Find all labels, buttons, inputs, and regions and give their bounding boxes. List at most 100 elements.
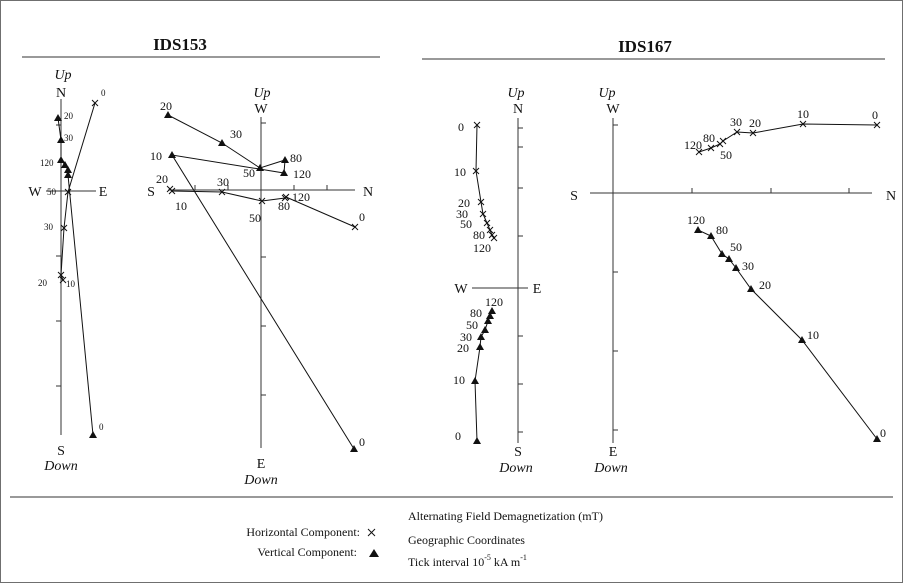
horizontal-point bbox=[716, 140, 724, 148]
tick-prefix: Tick interval 10 bbox=[408, 555, 484, 569]
vertical-point bbox=[57, 136, 65, 143]
panel-title-ids153: IDS153 bbox=[153, 35, 207, 54]
axis-label-north: N bbox=[363, 185, 373, 200]
step-label: 50 bbox=[243, 166, 255, 180]
vertical-point bbox=[707, 232, 715, 239]
step-label: 120 bbox=[293, 167, 311, 181]
axis-label-south: S bbox=[147, 185, 155, 200]
step-label: 80 bbox=[470, 306, 482, 320]
step-label: 30 bbox=[44, 222, 54, 232]
vertical-component-path bbox=[697, 229, 878, 440]
vertical-point bbox=[873, 435, 881, 442]
axis-label-south: S bbox=[57, 444, 65, 459]
axis-label-west: W bbox=[28, 185, 42, 200]
vertical-point bbox=[218, 139, 226, 146]
horizontal-point bbox=[60, 224, 68, 232]
horizontal-point bbox=[282, 193, 290, 201]
horizontal-point bbox=[733, 128, 741, 136]
horizontal-point bbox=[695, 148, 703, 156]
horizontal-point bbox=[749, 129, 757, 137]
step-label: 20 bbox=[38, 278, 48, 288]
step-label: 120 bbox=[292, 190, 310, 204]
step-label: 120 bbox=[687, 213, 705, 227]
horizontal-point bbox=[483, 219, 491, 227]
axis-label-north: N bbox=[886, 189, 896, 204]
vertical-point bbox=[89, 431, 97, 438]
step-label: 30 bbox=[230, 127, 242, 141]
step-label: 50 bbox=[249, 211, 261, 225]
triangle-marker-icon bbox=[369, 549, 379, 557]
axis-label-down: Down bbox=[243, 473, 277, 488]
axis-label-up: Up bbox=[598, 86, 615, 101]
vertical-point bbox=[694, 226, 702, 233]
panel-title-ids167: IDS167 bbox=[618, 37, 672, 56]
step-label: 50 bbox=[466, 318, 478, 332]
vertical-point bbox=[476, 343, 484, 350]
vertical-point bbox=[64, 166, 72, 173]
horizontal-component-path bbox=[698, 123, 878, 153]
step-label: 10 bbox=[807, 328, 819, 342]
step-label: 20 bbox=[156, 172, 168, 186]
plot-ids153-ns-data: 0 20 30 120 50 30 20 10 0 bbox=[38, 88, 106, 438]
horizontal-point bbox=[57, 271, 65, 279]
horizontal-point bbox=[218, 188, 226, 196]
vertical-point bbox=[798, 336, 806, 343]
horizontal-point bbox=[477, 198, 485, 206]
axis-label-west: W bbox=[454, 282, 468, 297]
step-label: 0 bbox=[872, 108, 878, 122]
step-label: 120 bbox=[684, 138, 702, 152]
step-label: 80 bbox=[290, 151, 302, 165]
step-label: 80 bbox=[716, 223, 728, 237]
step-label: 20 bbox=[749, 116, 761, 130]
step-label: 10 bbox=[150, 149, 162, 163]
axis-label-up: Up bbox=[253, 86, 270, 101]
step-label: 30 bbox=[64, 133, 74, 143]
vertical-point bbox=[54, 114, 62, 121]
step-label: 10 bbox=[175, 199, 187, 213]
axis-label-east: E bbox=[99, 185, 108, 200]
cross-marker-icon bbox=[367, 528, 376, 537]
vertical-point bbox=[471, 377, 479, 384]
step-label: 30 bbox=[730, 115, 742, 129]
horizontal-point bbox=[258, 197, 266, 205]
axis-label-south: S bbox=[514, 445, 522, 460]
horizontal-point bbox=[490, 234, 498, 242]
step-label: 0 bbox=[99, 422, 104, 432]
step-label: 0 bbox=[455, 429, 461, 443]
vertical-point bbox=[718, 250, 726, 257]
step-label: 20 bbox=[759, 278, 771, 292]
vertical-point bbox=[747, 285, 755, 292]
horizontal-point bbox=[351, 223, 359, 231]
axis-label-east: E bbox=[533, 282, 542, 297]
step-label: 120 bbox=[40, 158, 54, 168]
axis-label-down: Down bbox=[43, 459, 77, 474]
step-label: 120 bbox=[485, 295, 503, 309]
vertical-point bbox=[732, 264, 740, 271]
horizontal-point bbox=[707, 144, 715, 152]
vertical-point bbox=[64, 171, 72, 178]
step-label: 80 bbox=[703, 131, 715, 145]
step-label: 50 bbox=[720, 148, 732, 162]
legend-tick-interval: Tick interval 10-5 kA m-1 bbox=[408, 553, 527, 569]
step-label: 20 bbox=[457, 341, 469, 355]
step-label: 50 bbox=[730, 240, 742, 254]
vertical-point bbox=[61, 161, 69, 168]
tick-exp: -5 bbox=[484, 553, 491, 562]
step-label: 80 bbox=[473, 228, 485, 242]
horizontal-point bbox=[799, 120, 807, 128]
vertical-point bbox=[725, 255, 733, 262]
vertical-point bbox=[477, 333, 485, 340]
step-label: 0 bbox=[880, 426, 886, 440]
step-label: 0 bbox=[359, 435, 365, 449]
plot-ids153-ew-axes: Up W S N E Down bbox=[147, 86, 373, 488]
legend-demag: Alternating Field Demagnetization (mT) bbox=[408, 509, 603, 523]
horizontal-point bbox=[168, 187, 176, 195]
step-label: 120 bbox=[473, 241, 491, 255]
step-label: 20 bbox=[64, 111, 74, 121]
step-label: 10 bbox=[66, 279, 76, 289]
plot-ids153-ns-axes: Up N W E S Down bbox=[28, 68, 107, 474]
